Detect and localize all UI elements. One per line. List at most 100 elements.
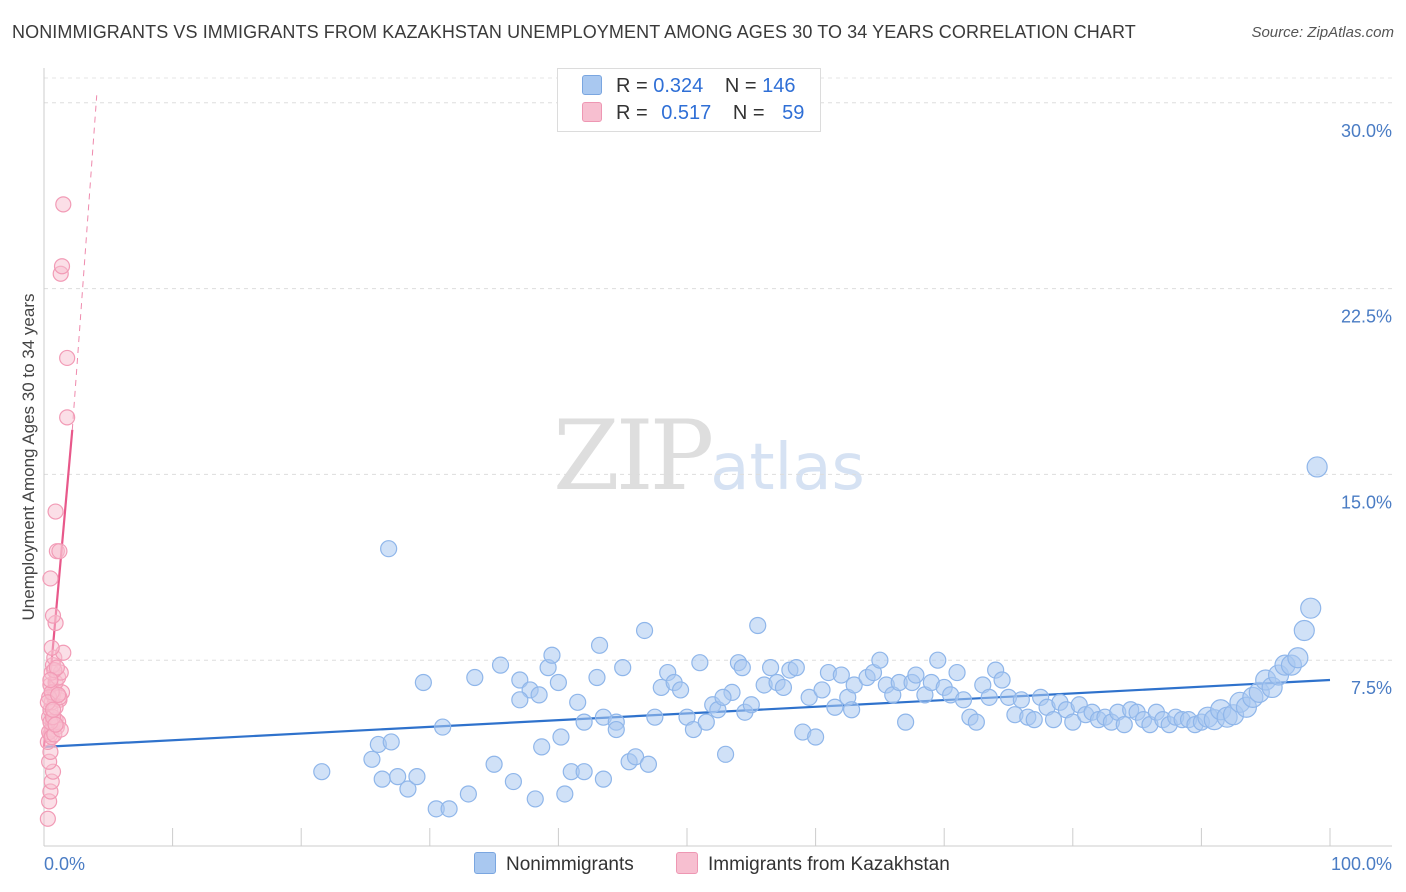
legend-r-label: R = xyxy=(616,102,648,124)
data-point-nonimmigrants xyxy=(774,678,793,697)
data-point-immigrants xyxy=(50,686,67,703)
data-point-nonimmigrants xyxy=(967,713,985,731)
data-point-nonimmigrants xyxy=(511,671,529,689)
data-point-nonimmigrants xyxy=(1044,711,1063,729)
data-point-nonimmigrants xyxy=(511,691,529,709)
data-point-nonimmigrants xyxy=(549,673,568,692)
y-tick-label: 7.5% xyxy=(1351,678,1392,698)
data-point-nonimmigrants xyxy=(485,755,503,773)
bottom-legend-label: Immigrants from Kazakhstan xyxy=(708,854,950,875)
data-point-nonimmigrants xyxy=(980,688,998,706)
y-tick-label: 22.5% xyxy=(1341,307,1392,327)
bottom-legend-immigrants: Immigrants from Kazakhstan xyxy=(676,852,950,876)
y-axis-title: Unemployment Among Ages 30 to 34 years xyxy=(19,294,38,621)
data-point-nonimmigrants xyxy=(742,696,760,714)
data-point-immigrants xyxy=(44,607,62,624)
legend-row-immigrants: R = 0.517 N = 59 xyxy=(582,102,804,125)
data-point-nonimmigrants xyxy=(843,701,861,719)
chart-title: NONIMMIGRANTS VS IMMIGRANTS FROM KAZAKHS… xyxy=(12,22,1136,42)
data-point-nonimmigrants xyxy=(594,770,613,788)
data-point-nonimmigrants xyxy=(1293,619,1315,642)
data-point-nonimmigrants xyxy=(434,718,452,736)
data-point-immigrants xyxy=(42,671,59,689)
data-point-nonimmigrants xyxy=(590,636,609,654)
data-point-nonimmigrants xyxy=(684,720,703,739)
data-point-nonimmigrants xyxy=(691,654,709,672)
bottom-legend-swatch-blue xyxy=(474,852,496,874)
y-tick-label: 30.0% xyxy=(1341,121,1392,141)
data-point-nonimmigrants xyxy=(639,755,658,773)
legend-n-value: 146 xyxy=(762,75,796,97)
data-point-nonimmigrants xyxy=(543,646,561,664)
data-point-nonimmigrants xyxy=(1064,713,1082,731)
data-point-nonimmigrants xyxy=(897,713,915,731)
data-point-nonimmigrants xyxy=(845,676,863,694)
data-point-nonimmigrants xyxy=(440,800,458,818)
data-point-immigrants xyxy=(43,639,60,656)
data-point-nonimmigrants xyxy=(1012,691,1030,709)
data-point-immigrants xyxy=(47,503,64,520)
data-point-nonimmigrants xyxy=(671,681,690,699)
x-tick-label: 0.0% xyxy=(44,854,85,874)
data-point-immigrants xyxy=(59,409,76,426)
axis-labels: 7.5% 15.0% 22.5% 30.0% 0.0% 100.0% Unemploymen… xyxy=(19,121,1392,874)
data-point-nonimmigrants xyxy=(389,768,407,786)
data-point-nonimmigrants xyxy=(313,763,331,781)
data-point-nonimmigrants xyxy=(526,790,544,808)
data-point-nonimmigrants xyxy=(575,713,593,731)
data-point-nonimmigrants xyxy=(373,770,391,788)
immigrants-points xyxy=(39,196,76,827)
data-point-nonimmigrants xyxy=(491,656,510,674)
data-point-nonimmigrants xyxy=(569,693,587,711)
legend-r-label: R = xyxy=(616,75,648,97)
data-point-nonimmigrants xyxy=(614,659,632,677)
data-point-immigrants xyxy=(42,570,59,587)
data-point-nonimmigrants xyxy=(697,713,715,731)
data-point-nonimmigrants xyxy=(749,616,767,635)
data-point-nonimmigrants xyxy=(929,651,947,669)
data-point-nonimmigrants xyxy=(714,688,732,706)
data-point-nonimmigrants xyxy=(626,748,645,766)
data-point-nonimmigrants xyxy=(635,621,654,640)
data-point-nonimmigrants xyxy=(1115,716,1133,734)
watermark: ZIPatlas xyxy=(553,400,865,512)
watermark-zip: ZIP xyxy=(553,400,714,512)
data-point-nonimmigrants xyxy=(1306,456,1328,478)
data-point-nonimmigrants xyxy=(588,668,606,687)
data-point-nonimmigrants xyxy=(787,659,805,677)
x-tick-label: 100.0% xyxy=(1331,854,1392,874)
nonimmigrants-points xyxy=(313,456,1328,818)
source-label: Source: ZipAtlas.com xyxy=(1251,24,1394,41)
legend-swatch-blue xyxy=(582,75,602,95)
bottom-legend-nonimmigrants: Nonimmigrants xyxy=(474,852,634,876)
data-point-nonimmigrants xyxy=(556,785,574,803)
trend-lines xyxy=(42,95,1331,749)
data-point-nonimmigrants xyxy=(382,733,400,751)
data-point-nonimmigrants xyxy=(575,763,593,781)
legend-swatch-pink xyxy=(582,102,602,122)
legend-r-value: 0.324 xyxy=(653,75,704,97)
bottom-legend-label: Nonimmigrants xyxy=(506,854,634,875)
data-point-immigrants xyxy=(39,810,56,827)
legend-n-value: 59 xyxy=(782,102,805,124)
legend-r-value: 0.517 xyxy=(661,102,712,124)
data-point-nonimmigrants xyxy=(761,659,780,677)
data-point-nonimmigrants xyxy=(646,708,664,726)
data-point-nonimmigrants xyxy=(533,738,551,756)
data-point-nonimmigrants xyxy=(993,671,1011,689)
data-point-nonimmigrants xyxy=(414,673,432,692)
data-point-nonimmigrants xyxy=(607,720,625,739)
data-point-nonimmigrants xyxy=(530,686,548,704)
data-point-nonimmigrants xyxy=(552,728,570,746)
data-point-immigrants xyxy=(47,716,64,733)
bottom-legend-swatch-pink xyxy=(676,852,698,874)
watermark-atlas: atlas xyxy=(710,431,865,505)
data-point-immigrants xyxy=(59,349,76,367)
data-point-nonimmigrants xyxy=(399,780,417,798)
y-tick-label: 15.0% xyxy=(1341,492,1392,512)
data-point-nonimmigrants xyxy=(408,768,426,786)
data-point-nonimmigrants xyxy=(954,691,973,709)
data-point-nonimmigrants xyxy=(1300,597,1322,619)
data-point-nonimmigrants xyxy=(1287,647,1309,669)
